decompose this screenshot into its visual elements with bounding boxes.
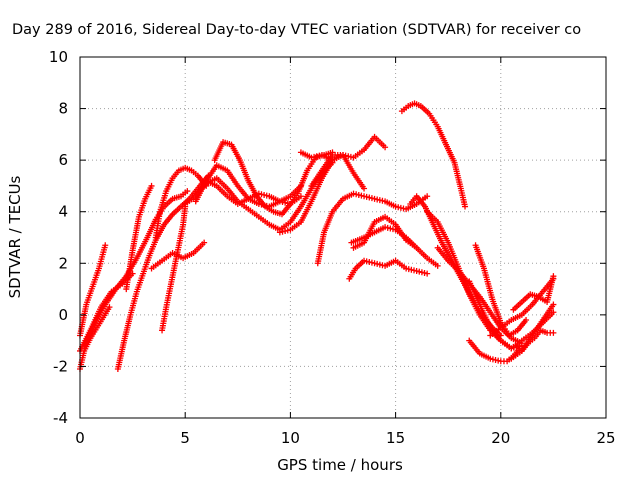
- data-point: [550, 329, 557, 336]
- data-point: [102, 242, 109, 249]
- y-tick-label: 4: [58, 203, 68, 221]
- y-tick-label: 10: [49, 48, 68, 66]
- data-point: [361, 185, 368, 192]
- x-tick-label: 10: [281, 429, 300, 447]
- axis-ticks: 0 5 10 15 20 25 -4 -2 0 2 4 6 8 10: [49, 48, 616, 447]
- data-point: [148, 182, 155, 189]
- data-point: [184, 188, 191, 195]
- data-point: [382, 144, 389, 151]
- x-tick-label: 5: [180, 429, 190, 447]
- data-point: [106, 304, 113, 311]
- data-point: [434, 262, 441, 269]
- plot-frame: [79, 56, 607, 419]
- x-tick-label: 15: [386, 429, 405, 447]
- data-point: [550, 273, 557, 280]
- grid: [80, 57, 606, 418]
- data-point: [201, 239, 208, 246]
- y-tick-label: 0: [58, 306, 68, 324]
- y-axis-label: SDTVAR / TECUs: [6, 175, 24, 298]
- x-tick-label: 0: [75, 429, 85, 447]
- data-point: [550, 309, 557, 316]
- y-tick-label: 2: [58, 254, 68, 272]
- x-tick-label: 25: [596, 429, 615, 447]
- data-point: [297, 193, 304, 200]
- y-tick-label: 8: [58, 100, 68, 118]
- y-tick-label: -4: [53, 409, 68, 427]
- data-point: [424, 270, 431, 277]
- data-point: [413, 244, 420, 251]
- chart-title: Day 289 of 2016, Sidereal Day-to-day VTE…: [12, 22, 581, 38]
- data-point: [424, 193, 431, 200]
- x-tick-label: 20: [491, 429, 510, 447]
- x-axis-label: GPS time / hours: [277, 456, 403, 474]
- data-points: [77, 100, 557, 373]
- data-point: [550, 301, 557, 308]
- data-point: [523, 317, 530, 324]
- data-point: [462, 203, 469, 210]
- y-tick-label: -2: [53, 357, 68, 375]
- y-tick-label: 6: [58, 151, 68, 169]
